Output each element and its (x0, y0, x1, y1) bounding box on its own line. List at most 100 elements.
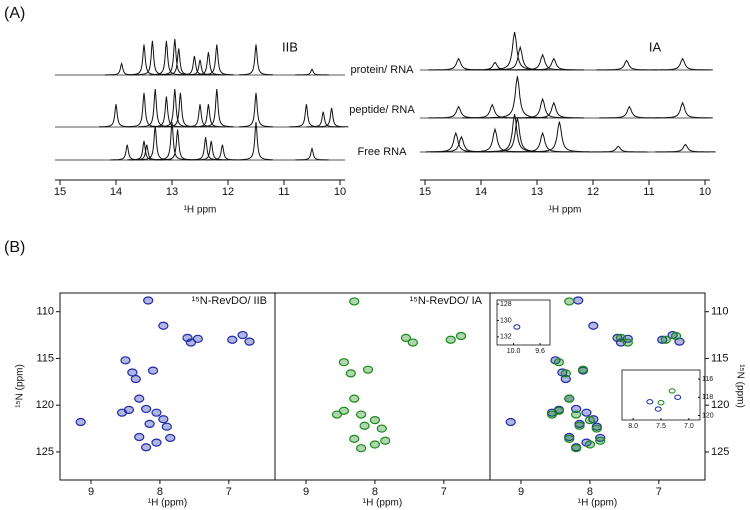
peak (200, 44, 234, 76)
peak (670, 331, 682, 341)
peak (188, 137, 223, 161)
x-tick-label: 10 (334, 186, 346, 198)
peak (588, 321, 599, 330)
inset-y-tick-label: 118 (702, 394, 713, 401)
peak (183, 59, 217, 76)
peak (191, 104, 226, 128)
peak (655, 143, 716, 153)
peak (349, 394, 360, 403)
inset-y-tick-label: 116 (702, 376, 713, 383)
inset-y-tick-label: 120 (702, 412, 714, 419)
inset-peak (657, 400, 665, 406)
peak (431, 135, 492, 153)
y-tick-label: 110 (711, 306, 729, 318)
plot-frame (489, 292, 706, 481)
panel-label: (A) (4, 5, 25, 22)
peak (591, 424, 602, 433)
peak (165, 433, 176, 443)
x-axis-label: ¹H (ppm) (148, 498, 187, 509)
peak (564, 434, 575, 443)
peak (295, 146, 329, 161)
x-tick-label: 15 (419, 186, 431, 198)
y-tick-label: 115 (711, 352, 729, 364)
peak (584, 416, 596, 425)
peak (191, 52, 226, 76)
peak (161, 422, 172, 431)
peak (239, 121, 273, 161)
peak (306, 111, 340, 128)
peak (652, 101, 713, 119)
peak (512, 53, 573, 71)
peak (144, 419, 155, 428)
x-tick-label: 13 (166, 186, 178, 198)
peak (349, 434, 360, 443)
peak (227, 335, 238, 344)
peak (355, 410, 367, 419)
inset-y-tick-label: 130 (500, 317, 512, 324)
peak (523, 101, 584, 119)
x-tick-label: 7 (441, 486, 447, 498)
inset-x-tick-label: 7.0 (684, 423, 694, 430)
peak (622, 338, 633, 347)
x-axis-label: ¹H (ppm) (363, 498, 402, 509)
peak (120, 356, 131, 365)
peak (577, 365, 589, 374)
inset-y-tick-label: 128 (500, 301, 512, 308)
peak (464, 127, 526, 153)
trace-label: Free RNA (358, 146, 408, 158)
peak (134, 394, 145, 403)
peak (428, 57, 489, 71)
plot-frame (59, 292, 276, 481)
peak (314, 107, 349, 128)
peak (553, 358, 565, 367)
x-tick-label: 7 (226, 486, 232, 498)
peak (455, 331, 467, 341)
plot-title: ¹⁵N-RevDO/ IIB (192, 295, 267, 307)
inset-x-tick-label: 7.5 (656, 423, 666, 430)
peak (570, 410, 582, 419)
inset-y-tick-label: 132 (500, 334, 512, 341)
trace-label: protein/ RNA (351, 64, 415, 76)
peak (349, 297, 360, 306)
peak (331, 410, 343, 419)
peak (134, 432, 145, 442)
peak (505, 417, 516, 427)
y-tick-label: 120 (711, 399, 729, 411)
peak (147, 366, 159, 375)
plot-title: IA (649, 39, 662, 54)
inset-x-tick-label: 8.0 (628, 423, 638, 430)
peak (99, 104, 133, 128)
peak (428, 105, 489, 119)
peak (570, 404, 582, 414)
x-tick-label: 8 (157, 486, 163, 498)
y-tick-label: 115 (36, 352, 54, 364)
inset-peak (513, 324, 521, 330)
x-tick-label: 10 (699, 186, 711, 198)
x-tick-label: 8 (587, 486, 593, 498)
peak (512, 131, 573, 153)
peak (595, 433, 606, 443)
peak (564, 394, 575, 403)
peak (573, 296, 584, 305)
y-tick-label: 110 (36, 306, 54, 318)
peak (205, 144, 240, 161)
inset-peak (646, 399, 654, 405)
peak (588, 145, 649, 153)
peak (338, 406, 350, 415)
peak (546, 410, 558, 419)
x-tick-label: 12 (222, 186, 234, 198)
peak (244, 337, 255, 346)
x-tick-label: 8 (372, 486, 378, 498)
peak (110, 144, 144, 161)
peak (345, 369, 356, 378)
peak (512, 97, 573, 119)
peak (185, 338, 197, 347)
peak (369, 416, 381, 425)
x-tick-label: 9 (303, 486, 309, 498)
x-tick-label: 11 (278, 186, 289, 198)
x-axis-label: ¹H (ppm) (578, 498, 617, 509)
peak (75, 417, 86, 427)
peak (151, 438, 162, 447)
peak (163, 92, 198, 128)
